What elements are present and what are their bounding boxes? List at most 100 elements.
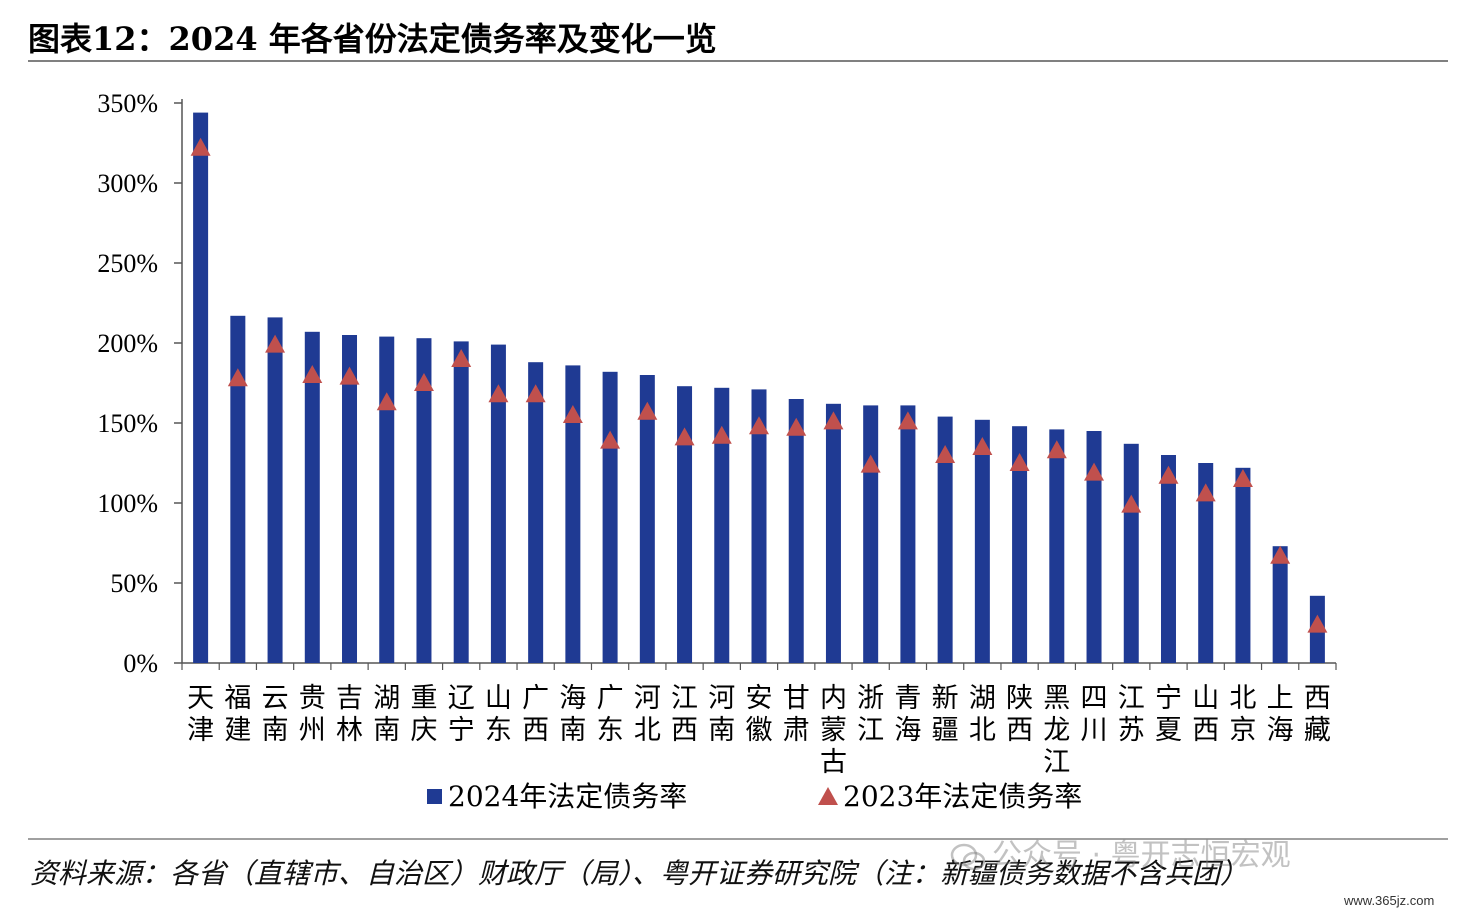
bar-chart: 0%50%100%150%200%250%300%350% 天津福建云南贵州吉林… <box>97 89 1337 813</box>
x-tick-label: 西 <box>1192 715 1219 746</box>
chart-legend: 2024年法定债务率 2023年法定债务率 <box>427 780 1082 813</box>
marker <box>1158 465 1179 484</box>
x-tick-label: 四 <box>1081 683 1108 714</box>
bar <box>193 112 209 664</box>
bars-2024 <box>193 112 1325 664</box>
x-tick-label: 疆 <box>932 715 959 746</box>
x-tick-label: 陕 <box>1006 683 1033 714</box>
y-tick-label: 0% <box>123 649 158 678</box>
y-tick-label: 300% <box>97 169 158 198</box>
x-tick-label: 福 <box>224 683 251 714</box>
x-tick-label: 古 <box>820 747 847 778</box>
marker <box>1084 462 1105 481</box>
x-tick-label: 西 <box>1304 683 1331 714</box>
bar <box>788 399 804 663</box>
bar <box>1012 426 1028 663</box>
bar <box>379 336 395 663</box>
bar <box>937 416 953 663</box>
x-tick-label: 西 <box>522 715 549 746</box>
x-tick-label: 京 <box>1229 715 1256 746</box>
marker <box>674 427 695 446</box>
x-tick-label: 海 <box>894 715 921 746</box>
bar <box>1198 463 1214 663</box>
bar <box>1049 429 1065 663</box>
y-tick-label: 250% <box>97 249 158 278</box>
marker <box>1232 469 1253 487</box>
x-tick-label: 江 <box>671 683 698 714</box>
marker <box>1270 545 1291 564</box>
x-tick-label: 广 <box>522 683 549 714</box>
marker <box>1121 494 1142 513</box>
bar <box>1272 546 1288 663</box>
bar <box>453 341 469 663</box>
marker <box>302 365 323 383</box>
legend-swatch-bar <box>427 789 442 804</box>
x-tick-label: 天 <box>187 683 214 714</box>
bar <box>751 389 767 663</box>
x-tick-label: 辽 <box>448 683 475 714</box>
x-tick-label: 夏 <box>1155 715 1182 746</box>
x-tick-label: 南 <box>262 715 289 746</box>
marker <box>562 405 583 423</box>
watermark: 公众号 · 粤开志恒宏观 <box>950 830 1291 874</box>
x-tick-label: 海 <box>559 683 586 714</box>
x-tick-label: 江 <box>1118 683 1145 714</box>
bar <box>416 338 432 663</box>
x-tick-label: 北 <box>634 715 661 746</box>
footer-divider <box>28 838 1448 840</box>
y-tick-label: 50% <box>110 569 158 598</box>
x-tick-label: 东 <box>485 715 512 746</box>
x-tick-label: 湖 <box>373 683 400 714</box>
marker <box>711 425 732 444</box>
x-tick-label: 川 <box>1081 715 1108 746</box>
x-tick-label: 江 <box>857 715 884 746</box>
x-tick-label: 湖 <box>969 683 996 714</box>
x-axis-labels: 天津福建云南贵州吉林湖南重庆辽宁山东广西海南广东河北江西河南安徽甘肃内蒙古浙江青… <box>187 683 1331 778</box>
x-tick-label: 内 <box>820 683 847 714</box>
x-tick-label: 广 <box>597 683 624 714</box>
bar <box>714 387 730 663</box>
bar <box>342 335 358 663</box>
x-tick-label: 蒙 <box>820 715 847 746</box>
watermark-text: 公众号 · 粤开志恒宏观 <box>992 838 1291 873</box>
marker <box>786 417 807 436</box>
marker <box>1195 483 1216 502</box>
x-tick-label: 南 <box>708 715 735 746</box>
bar <box>230 315 246 663</box>
bar <box>677 386 693 663</box>
site-url: www.365jz.com <box>1344 893 1435 908</box>
legend-label: 2023年法定债务率 <box>843 780 1082 813</box>
y-tick-label: 200% <box>97 329 158 358</box>
x-tick-label: 南 <box>559 715 586 746</box>
marker <box>1307 614 1328 633</box>
x-tick-label: 北 <box>969 715 996 746</box>
markers-2023 <box>190 137 1328 633</box>
x-tick-label: 安 <box>746 683 773 714</box>
x-tick-label: 山 <box>485 683 512 714</box>
y-tick-label: 150% <box>97 409 158 438</box>
x-tick-label: 甘 <box>783 683 810 714</box>
bar <box>863 405 879 663</box>
marker <box>637 401 658 420</box>
x-tick-label: 龙 <box>1043 715 1070 746</box>
chart-title: 图表12：2024 年各省份法定债务率及变化一览 <box>28 20 717 58</box>
marker <box>525 384 546 403</box>
marker <box>600 430 621 449</box>
bar <box>900 405 916 663</box>
y-tick-label: 100% <box>97 489 158 518</box>
bar <box>1086 431 1102 663</box>
x-tick-label: 海 <box>1267 715 1294 746</box>
marker <box>1046 440 1067 459</box>
x-tick-label: 肃 <box>783 715 810 746</box>
x-tick-label: 西 <box>671 715 698 746</box>
marker <box>1009 453 1030 471</box>
x-tick-label: 云 <box>262 683 289 714</box>
marker <box>339 366 360 385</box>
x-tick-label: 州 <box>299 715 326 746</box>
x-tick-label: 重 <box>410 683 437 714</box>
legend-swatch-marker <box>818 787 838 805</box>
x-tick-label: 新 <box>932 683 959 714</box>
x-tick-label: 青 <box>894 683 921 714</box>
wechat-icon <box>950 843 986 870</box>
bar <box>565 365 581 663</box>
